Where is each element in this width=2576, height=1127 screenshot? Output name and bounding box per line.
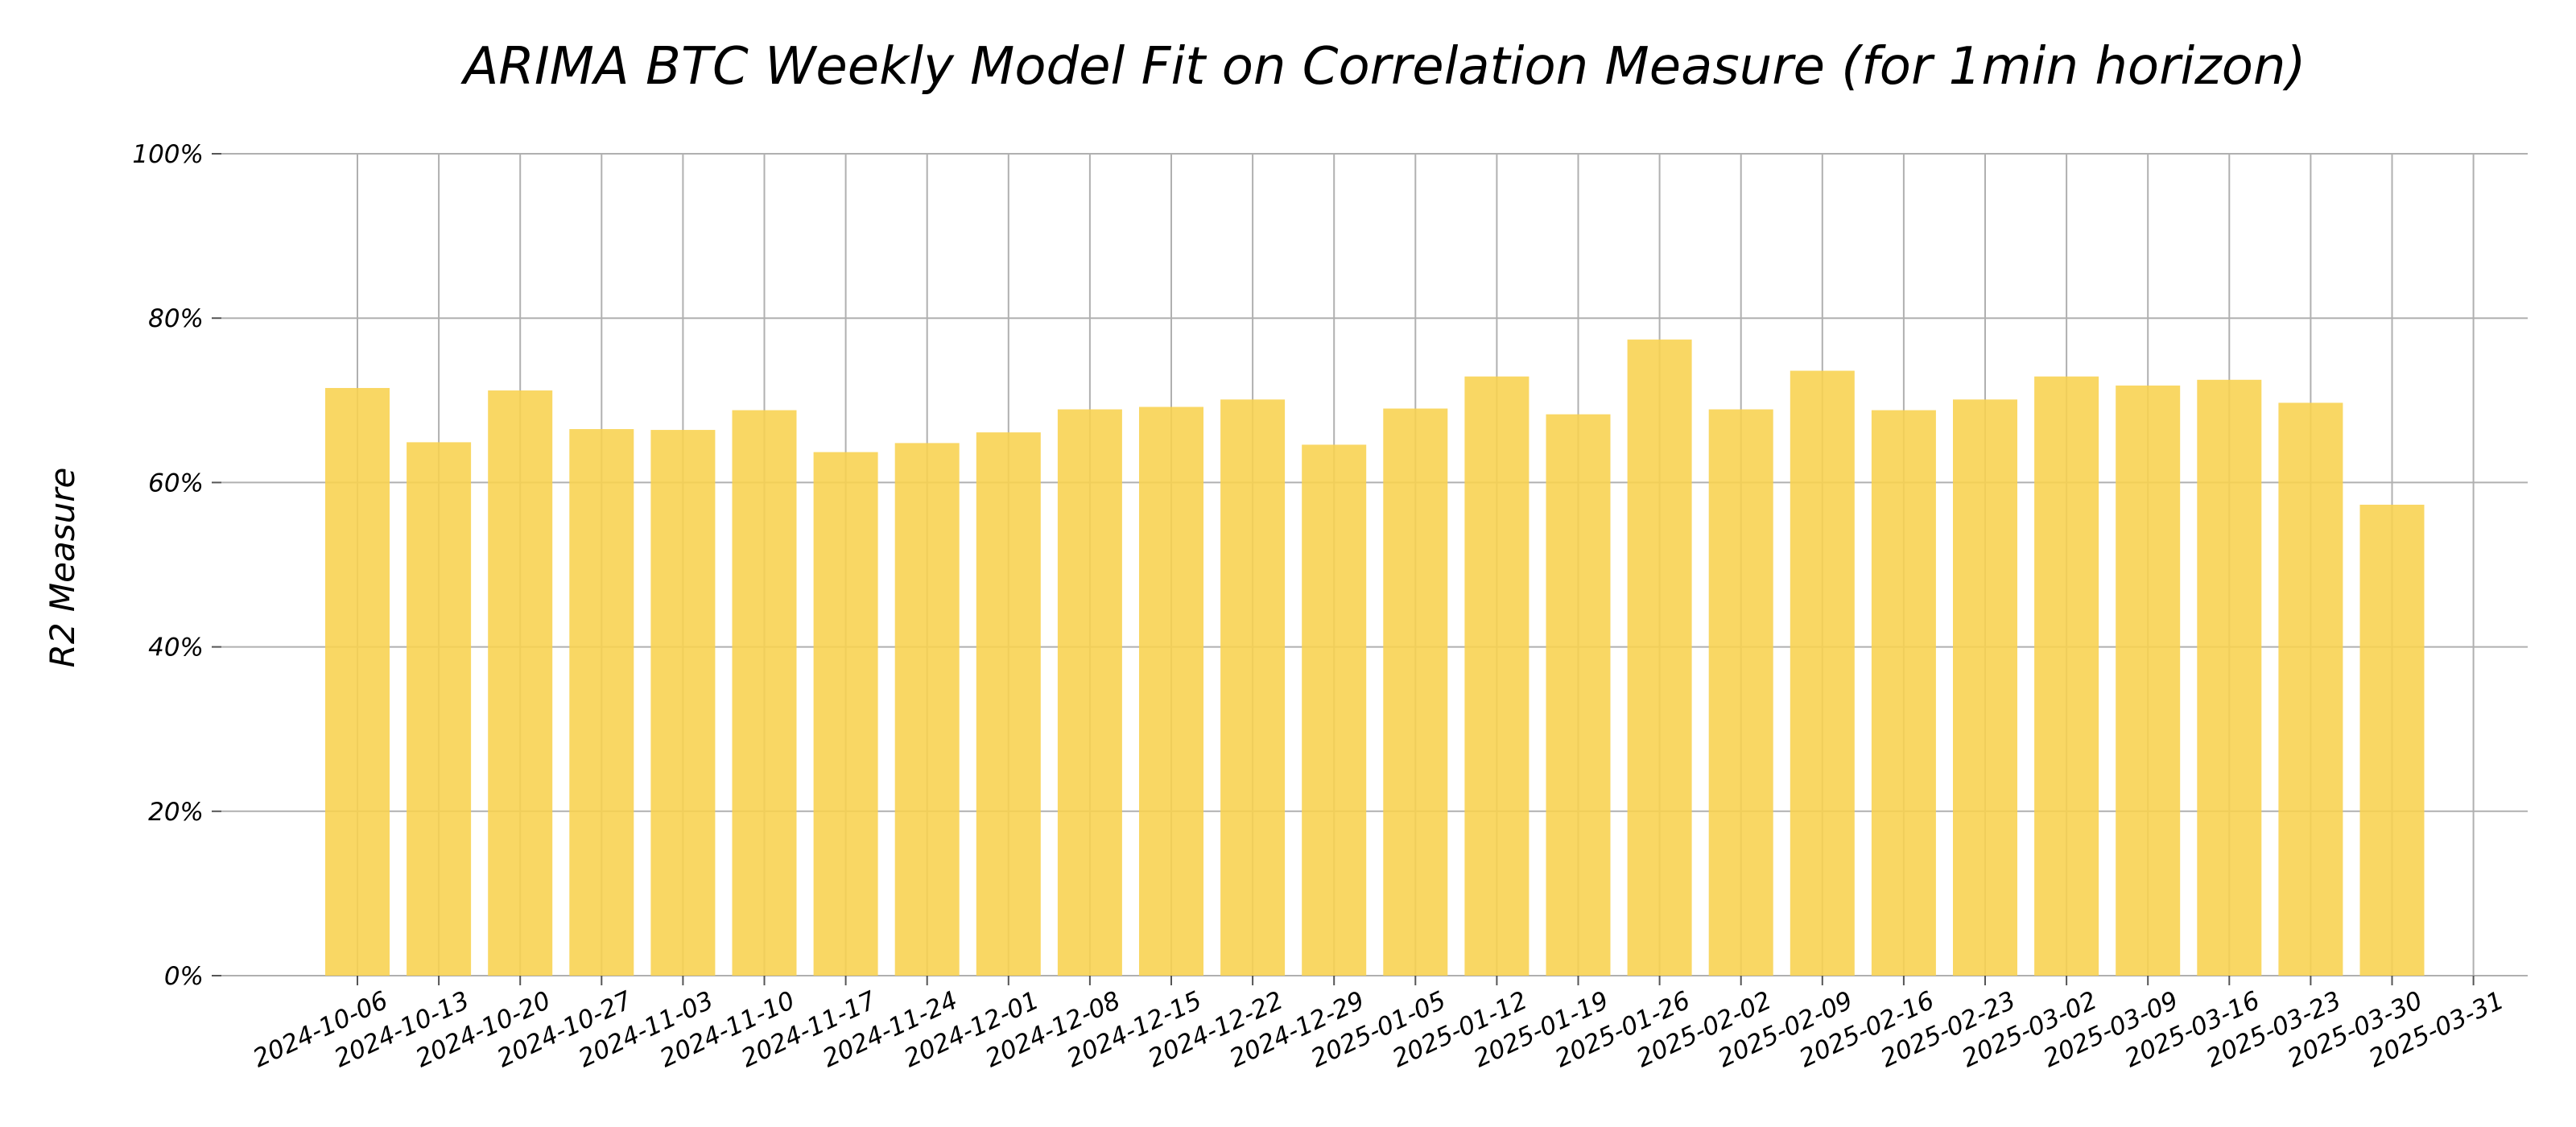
bar xyxy=(2116,385,2181,976)
bar xyxy=(1546,414,1611,976)
bar xyxy=(650,430,716,976)
bar xyxy=(732,410,797,976)
bar xyxy=(894,443,960,976)
bar xyxy=(569,429,634,976)
bar xyxy=(1139,407,1203,976)
bar xyxy=(1057,409,1122,976)
bar xyxy=(325,387,390,976)
y-tick-label: 80% xyxy=(148,304,204,333)
bar xyxy=(976,432,1041,976)
bar xyxy=(1708,409,1773,976)
y-axis-label: R2 Measure xyxy=(43,468,82,668)
bar xyxy=(1383,408,1448,976)
bar xyxy=(488,390,553,976)
bar xyxy=(407,442,472,976)
bar xyxy=(1790,370,1855,976)
grid-lines xyxy=(221,153,2528,976)
x-axis-ticks: 2024-10-062024-10-132024-10-202024-10-27… xyxy=(249,976,2508,1073)
bar xyxy=(1871,410,1936,976)
y-tick-label: 40% xyxy=(148,634,204,663)
bar xyxy=(1464,376,1530,976)
bar xyxy=(1627,339,1692,976)
y-tick-label: 60% xyxy=(148,469,204,497)
y-axis-ticks: 0% 20% 40% 60% 80% 100% xyxy=(132,140,221,991)
chart-title: ARIMA BTC Weekly Model Fit on Correlatio… xyxy=(460,37,2306,97)
bar xyxy=(1220,399,1286,976)
bar xyxy=(813,452,878,976)
y-tick-label: 0% xyxy=(164,962,204,991)
bar xyxy=(2278,402,2343,976)
y-tick-label: 100% xyxy=(132,140,204,169)
bar xyxy=(2359,504,2425,976)
y-tick-label: 20% xyxy=(148,798,204,827)
bar xyxy=(2034,376,2099,976)
bars xyxy=(325,339,2425,976)
bar xyxy=(2197,379,2262,976)
bar xyxy=(1953,399,2017,976)
bar xyxy=(1302,444,1367,976)
